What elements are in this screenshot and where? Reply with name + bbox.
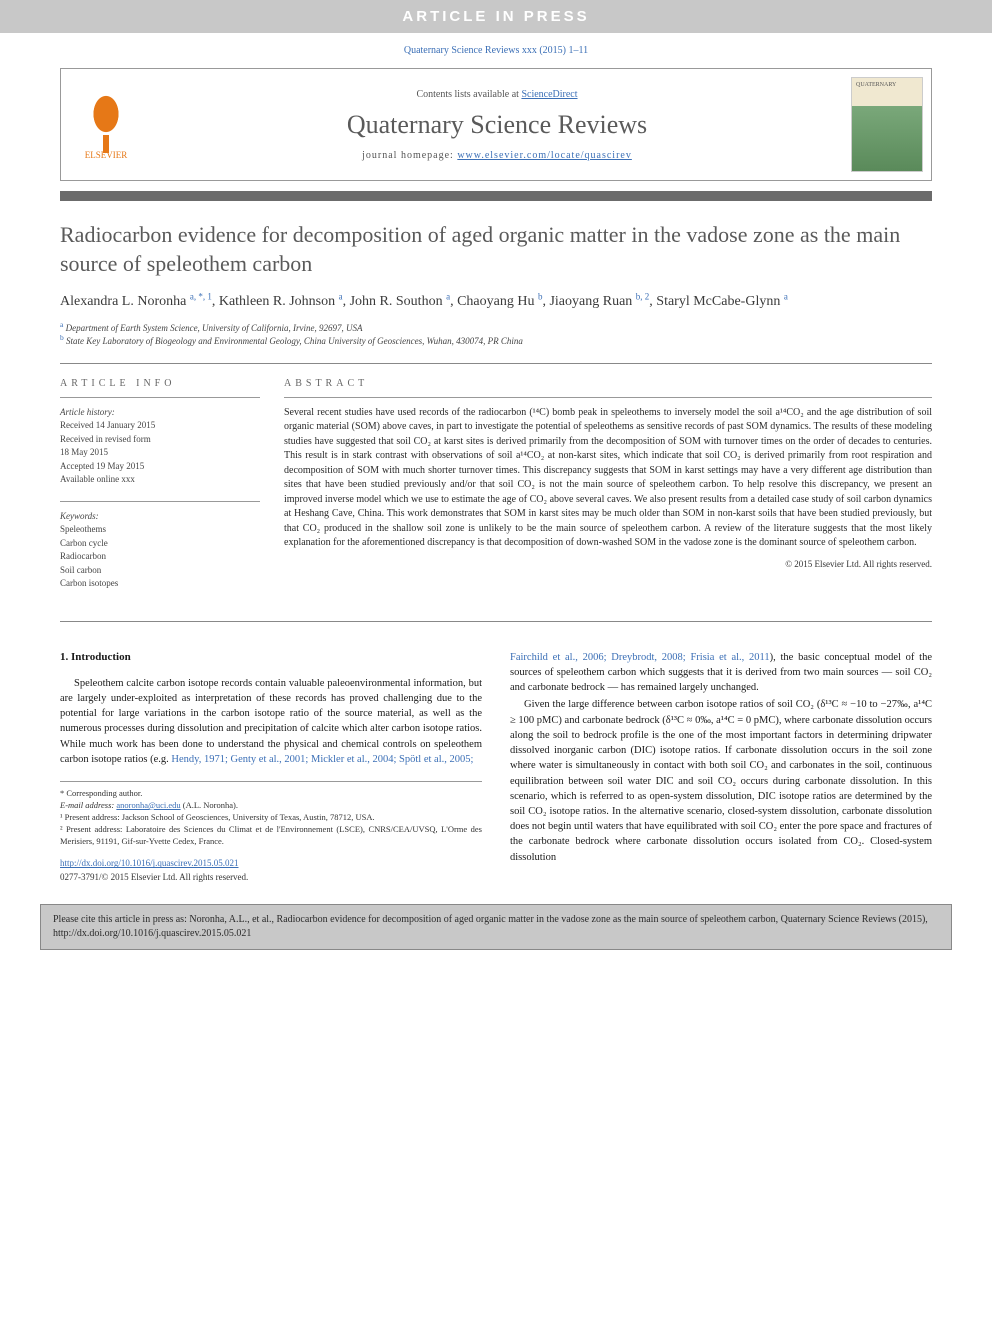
keyword: Radiocarbon — [60, 550, 260, 564]
corresponding-author-note: * Corresponding author. — [60, 788, 482, 800]
citation-link[interactable]: Fairchild et al., 2006; Dreybrodt, 2008;… — [510, 652, 770, 663]
citation-link[interactable]: Hendy, 1971; Genty et al., 2001; Mickler… — [171, 754, 473, 765]
divider — [60, 363, 932, 364]
intro-paragraph-1: Speleothem calcite carbon isotope record… — [60, 676, 482, 767]
journal-reference: Quaternary Science Reviews xxx (2015) 1–… — [0, 33, 992, 64]
article-in-press-banner: ARTICLE IN PRESS — [0, 0, 992, 33]
abstract-heading: ABSTRACT — [284, 378, 932, 389]
article-history-block: Article history: Received 14 January 201… — [60, 397, 260, 487]
citation-box: Please cite this article in press as: No… — [40, 904, 952, 950]
article-info-column: ARTICLE INFO Article history: Received 1… — [60, 378, 260, 605]
abstract-copyright: © 2015 Elsevier Ltd. All rights reserved… — [284, 559, 932, 569]
journal-homepage-link[interactable]: www.elsevier.com/locate/quascirev — [457, 150, 632, 161]
right-column: Fairchild et al., 2006; Dreybrodt, 2008;… — [510, 650, 932, 884]
keyword: Soil carbon — [60, 564, 260, 578]
received-date: Received 14 January 2015 — [60, 419, 260, 433]
homepage-prefix: journal homepage: — [362, 150, 457, 161]
revised-label: Received in revised form — [60, 433, 260, 447]
article-title: Radiocarbon evidence for decomposition o… — [60, 221, 932, 278]
keywords-block: Keywords: Speleothems Carbon cycle Radio… — [60, 501, 260, 591]
journal-title: Quaternary Science Reviews — [161, 110, 833, 140]
left-column: 1. Introduction Speleothem calcite carbo… — [60, 650, 482, 884]
elsevier-tree-icon — [81, 90, 131, 150]
intro-paragraph-2: Given the large difference between carbo… — [510, 697, 932, 864]
keyword: Carbon cycle — [60, 537, 260, 551]
body-two-column: 1. Introduction Speleothem calcite carbo… — [60, 650, 932, 884]
footnotes: * Corresponding author. E-mail address: … — [60, 781, 482, 847]
email-line: E-mail address: anoronha@uci.edu (A.L. N… — [60, 800, 482, 812]
journal-cover-thumbnail[interactable] — [851, 77, 923, 172]
header-center: Contents lists available at ScienceDirec… — [151, 79, 843, 171]
contents-prefix: Contents lists available at — [416, 89, 521, 100]
issn-copyright: 0277-3791/© 2015 Elsevier Ltd. All right… — [60, 871, 482, 884]
footnote-1: ¹ Present address: Jackson School of Geo… — [60, 812, 482, 824]
keywords-label: Keywords: — [60, 510, 260, 524]
journal-homepage-line: journal homepage: www.elsevier.com/locat… — [161, 150, 833, 161]
revised-date: 18 May 2015 — [60, 446, 260, 460]
section-1-heading: 1. Introduction — [60, 650, 482, 666]
doi-block: http://dx.doi.org/10.1016/j.quascirev.20… — [60, 857, 482, 883]
intro-paragraph-1-cont: Fairchild et al., 2006; Dreybrodt, 2008;… — [510, 650, 932, 696]
sciencedirect-link[interactable]: ScienceDirect — [521, 89, 577, 100]
accepted-date: Accepted 19 May 2015 — [60, 460, 260, 474]
author-list: Alexandra L. Noronha a, *, 1, Kathleen R… — [60, 292, 932, 312]
affiliations: a Department of Earth System Science, Un… — [60, 322, 932, 349]
abstract-column: ABSTRACT Several recent studies have use… — [284, 378, 932, 605]
divider — [60, 621, 932, 622]
journal-header-box: ELSEVIER Contents lists available at Sci… — [60, 68, 932, 181]
author-email-link[interactable]: anoronha@uci.edu — [116, 800, 180, 810]
abstract-text: Several recent studies have used records… — [284, 397, 932, 551]
keyword: Speleothems — [60, 523, 260, 537]
article-info-heading: ARTICLE INFO — [60, 378, 260, 389]
footnote-2: ² Present address: Laboratoire des Scien… — [60, 824, 482, 848]
elsevier-logo[interactable]: ELSEVIER — [61, 70, 151, 180]
keyword: Carbon isotopes — [60, 577, 260, 591]
affiliation-a: a Department of Earth System Science, Un… — [60, 322, 932, 336]
doi-link[interactable]: http://dx.doi.org/10.1016/j.quascirev.20… — [60, 858, 239, 868]
title-rule — [60, 191, 932, 201]
contents-available-line: Contents lists available at ScienceDirec… — [161, 89, 833, 100]
available-date: Available online xxx — [60, 473, 260, 487]
history-label: Article history: — [60, 406, 260, 420]
affiliation-b: b State Key Laboratory of Biogeology and… — [60, 335, 932, 349]
